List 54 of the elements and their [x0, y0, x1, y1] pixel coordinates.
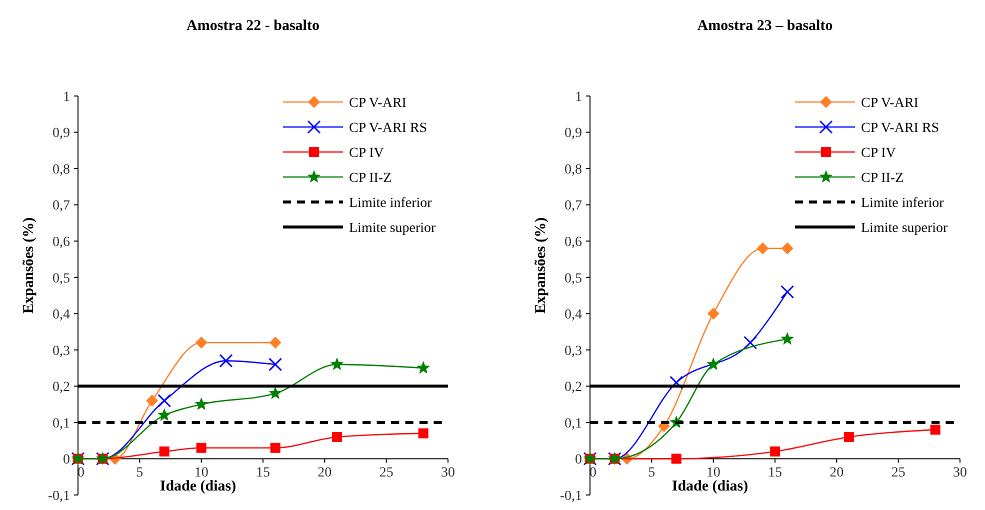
y-tick-label: 0,4	[564, 308, 582, 323]
y-tick-label: 0,5	[52, 271, 70, 286]
legend-label: CP V-ARI	[349, 96, 407, 111]
x-tick-label: 10	[706, 466, 720, 481]
y-tick-label: -0,1	[560, 488, 582, 504]
legend-label: Limite inferior	[861, 196, 944, 211]
legend-label: Limite superior	[349, 220, 436, 236]
y-tick-label: 0	[575, 452, 582, 468]
y-tick-label: 0,9	[564, 126, 582, 142]
x-tick-label: 5	[648, 466, 656, 481]
legend-label: CP V-ARI RS	[349, 120, 428, 136]
y-tick-label: 0,1	[564, 416, 582, 432]
x-tick-label: 20	[830, 466, 844, 481]
y-axis-title: Expansões (%)	[533, 217, 549, 314]
legend-label: CP II-Z	[861, 170, 904, 186]
legend-label: CP V-ARI	[861, 96, 919, 111]
x-tick-label: 20	[318, 466, 332, 481]
legend-label: CP IV	[861, 146, 896, 161]
y-tick-label: 0,1	[52, 416, 70, 432]
x-tick-label: 10	[194, 466, 208, 481]
legend-label: CP V-ARI RS	[861, 120, 940, 136]
x-tick-label: 30	[953, 466, 967, 481]
x-tick-label: 5	[136, 466, 144, 481]
y-tick-label: 0,4	[52, 308, 70, 323]
y-tick-label: 1	[575, 90, 582, 105]
chart-title: Amostra 23 – basalto	[697, 18, 833, 34]
y-tick-label: 0,6	[564, 234, 582, 250]
y-tick-label: 0,5	[564, 271, 582, 286]
x-axis-title: Idade (dias)	[672, 478, 748, 495]
x-tick-label: 25	[891, 466, 906, 481]
x-tick-label: 30	[441, 466, 455, 481]
y-tick-label: 0,9	[52, 126, 70, 142]
y-tick-label: 0,7	[52, 198, 70, 214]
y-tick-label: 0,6	[52, 234, 70, 250]
y-tick-label: 0,3	[564, 344, 582, 359]
y-tick-label: -0,1	[48, 488, 70, 504]
y-tick-label: 0,8	[52, 162, 70, 178]
y-tick-label: 0,2	[52, 380, 70, 396]
legend-label: Limite superior	[861, 220, 948, 236]
y-tick-label: 0,7	[564, 198, 582, 214]
legend-label: CP II-Z	[349, 170, 392, 186]
x-tick-label: 15	[768, 466, 782, 481]
y-tick-label: 1	[63, 90, 70, 105]
x-tick-label: 15	[256, 466, 270, 481]
legend-label: Limite inferior	[349, 196, 432, 211]
x-tick-label: 25	[379, 466, 394, 481]
y-axis-title: Expansões (%)	[21, 217, 37, 314]
y-tick-label: 0,8	[564, 162, 582, 178]
legend-label: CP IV	[349, 146, 384, 161]
y-tick-label: 0,3	[52, 344, 70, 359]
chart-title: Amostra 22 - basalto	[186, 18, 320, 34]
y-tick-label: 0,2	[564, 380, 582, 396]
y-tick-label: 0	[63, 452, 70, 468]
x-axis-title: Idade (dias)	[160, 478, 236, 495]
